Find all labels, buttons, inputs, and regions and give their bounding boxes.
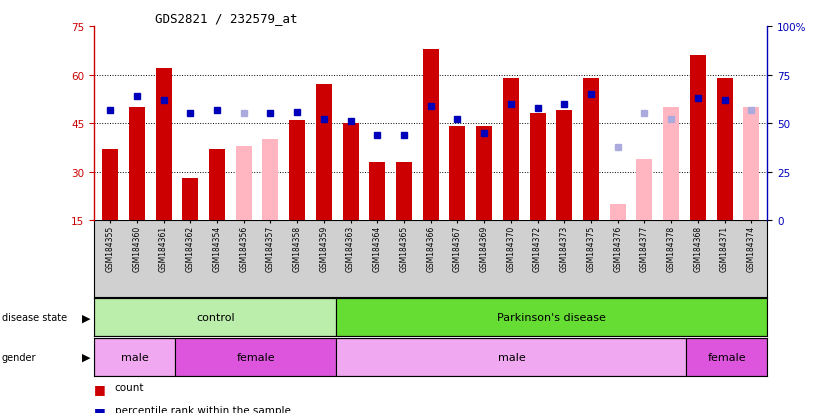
Text: ▶: ▶: [82, 313, 90, 323]
Text: female: female: [708, 352, 746, 362]
Bar: [155, 69, 172, 221]
Bar: [263, 140, 278, 221]
Bar: [236, 147, 252, 221]
Bar: [583, 78, 599, 221]
Bar: [182, 179, 198, 221]
Bar: [94, 299, 336, 337]
Bar: [289, 121, 305, 221]
Text: ■: ■: [94, 405, 106, 413]
Bar: [529, 114, 546, 221]
Bar: [717, 78, 733, 221]
Bar: [744, 108, 759, 221]
Bar: [175, 338, 336, 376]
Bar: [369, 163, 385, 221]
Text: ■: ■: [94, 382, 106, 395]
Bar: [94, 338, 175, 376]
Bar: [396, 163, 412, 221]
Text: male: male: [497, 352, 525, 362]
Bar: [663, 108, 679, 221]
Text: ▶: ▶: [82, 352, 90, 362]
Bar: [686, 338, 767, 376]
Text: male: male: [120, 352, 148, 362]
Bar: [209, 150, 225, 221]
Text: female: female: [236, 352, 275, 362]
Bar: [343, 124, 358, 221]
Text: percentile rank within the sample: percentile rank within the sample: [115, 405, 290, 413]
Bar: [336, 299, 767, 337]
Text: count: count: [115, 382, 144, 392]
Bar: [476, 127, 492, 221]
Bar: [128, 108, 145, 221]
Text: control: control: [196, 313, 235, 323]
Bar: [449, 127, 465, 221]
Bar: [503, 78, 519, 221]
Bar: [556, 111, 573, 221]
Bar: [423, 50, 438, 221]
Bar: [636, 159, 653, 221]
Bar: [102, 150, 118, 221]
Bar: [316, 85, 332, 221]
Bar: [609, 205, 626, 221]
Text: GDS2821 / 232579_at: GDS2821 / 232579_at: [155, 12, 298, 25]
Text: disease state: disease state: [2, 313, 67, 323]
Bar: [690, 56, 706, 221]
Bar: [336, 338, 686, 376]
Text: gender: gender: [2, 352, 36, 362]
Text: Parkinson's disease: Parkinson's disease: [497, 313, 606, 323]
